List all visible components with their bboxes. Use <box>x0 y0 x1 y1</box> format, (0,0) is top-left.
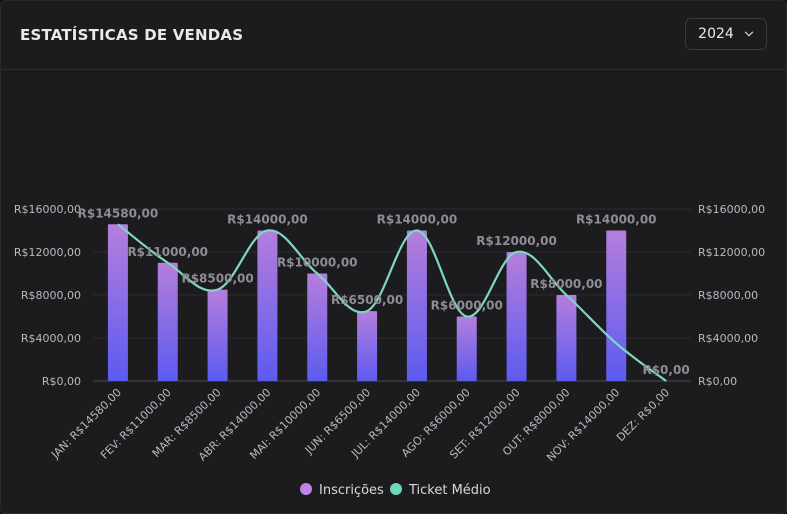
y-axis-right: R$0,00 R$4000,00 R$8000,00 R$12000,00 R$1600… <box>698 203 765 388</box>
year-value: 2024 <box>698 26 734 42</box>
bar <box>107 224 128 381</box>
ticket-medio-line <box>117 223 667 382</box>
sales-chart: R$0,00 R$4000,00 R$8000,00 R$12000,00 R$1600… <box>14 203 765 498</box>
legend-label-ticket-medio: Ticket Médio <box>408 483 491 498</box>
bar <box>257 230 278 381</box>
bar <box>307 273 328 381</box>
bar <box>456 316 477 381</box>
legend-marker-inscricoes <box>300 483 312 495</box>
data-label: R$0,00 <box>642 363 689 377</box>
y-axis-left: R$0,00 R$4000,00 R$8000,00 R$12000,00 R$1600… <box>14 203 81 388</box>
bar <box>157 262 178 381</box>
chevron-down-icon <box>744 31 753 37</box>
bar <box>556 295 577 381</box>
bar <box>606 230 627 381</box>
y-tick-label-left: R$8000,00 <box>21 289 81 302</box>
card-title: ESTATÍSTICAS DE VENDAS <box>20 26 244 44</box>
grid-lines <box>93 208 691 382</box>
data-label: R$8500,00 <box>181 272 253 286</box>
y-tick-label-right: R$0,00 <box>698 375 737 388</box>
legend: Inscrições Ticket Médio <box>300 483 491 498</box>
data-label: R$6500,00 <box>331 293 403 307</box>
y-tick-label-left: R$4000,00 <box>21 332 81 345</box>
data-label: R$14000,00 <box>576 213 657 227</box>
y-tick-label-left: R$16000,00 <box>14 203 81 216</box>
bar <box>207 289 228 381</box>
y-tick-label-left: R$12000,00 <box>14 246 81 259</box>
y-tick-label-right: R$12000,00 <box>698 246 765 259</box>
year-select[interactable]: 2024 <box>685 18 767 50</box>
bar <box>506 252 527 381</box>
bar-series-inscricoes <box>107 224 627 381</box>
data-label: R$12000,00 <box>476 234 557 248</box>
data-label: R$6000,00 <box>431 299 503 313</box>
bar <box>357 311 378 381</box>
data-label: R$14580,00 <box>78 206 159 220</box>
data-label: R$8000,00 <box>530 277 602 291</box>
y-tick-label-right: R$4000,00 <box>698 332 758 345</box>
y-tick-label-left: R$0,00 <box>42 375 81 388</box>
legend-marker-ticket-medio <box>390 483 402 495</box>
data-label: R$14000,00 <box>377 213 458 227</box>
data-label: R$11000,00 <box>127 245 208 259</box>
chart-area: R$0,00 R$4000,00 R$8000,00 R$12000,00 R$1600… <box>1 71 786 511</box>
line-series-ticket-medio <box>117 223 667 382</box>
card-header: ESTATÍSTICAS DE VENDAS 2024 <box>1 1 786 70</box>
legend-label-inscricoes: Inscrições <box>319 483 384 498</box>
bar <box>406 230 427 381</box>
data-labels: R$14580,00 R$11000,00 R$8500,00 R$14000,00 R… <box>78 206 690 377</box>
data-label: R$10000,00 <box>277 256 358 270</box>
data-label: R$14000,00 <box>227 213 308 227</box>
x-tick-label: DEZ: R$0,00 <box>614 386 672 444</box>
y-tick-label-right: R$16000,00 <box>698 203 765 216</box>
y-tick-label-right: R$8000,00 <box>698 289 758 302</box>
